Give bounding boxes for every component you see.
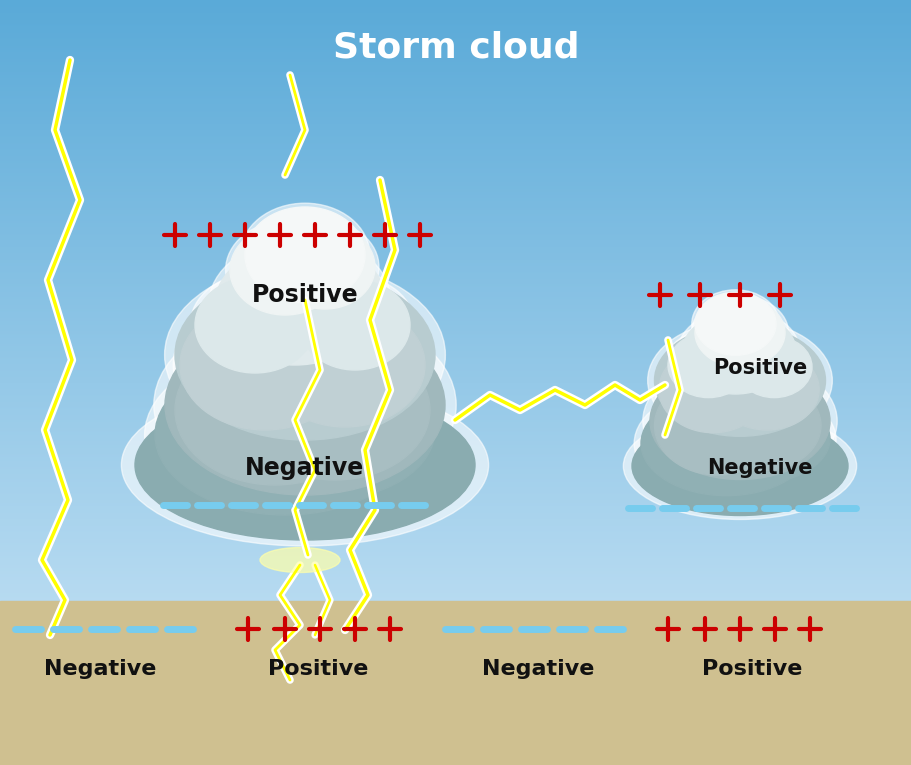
Ellipse shape bbox=[642, 358, 836, 484]
Ellipse shape bbox=[259, 298, 431, 432]
Text: Storm cloud: Storm cloud bbox=[333, 30, 578, 64]
Ellipse shape bbox=[703, 380, 820, 470]
Ellipse shape bbox=[265, 303, 425, 427]
Text: Positive: Positive bbox=[251, 283, 358, 307]
Text: Positive: Positive bbox=[268, 659, 368, 679]
Ellipse shape bbox=[121, 384, 488, 546]
Ellipse shape bbox=[175, 335, 374, 485]
Ellipse shape bbox=[650, 363, 829, 480]
Ellipse shape bbox=[145, 349, 425, 522]
Text: Positive: Positive bbox=[712, 358, 806, 378]
Ellipse shape bbox=[232, 334, 437, 486]
Ellipse shape bbox=[633, 387, 818, 500]
Ellipse shape bbox=[640, 392, 811, 496]
Ellipse shape bbox=[654, 324, 824, 436]
Ellipse shape bbox=[179, 300, 350, 430]
Ellipse shape bbox=[691, 296, 788, 369]
Ellipse shape bbox=[691, 290, 778, 358]
Ellipse shape bbox=[670, 390, 835, 487]
Ellipse shape bbox=[694, 298, 784, 367]
Ellipse shape bbox=[295, 276, 414, 373]
Ellipse shape bbox=[135, 390, 475, 540]
Ellipse shape bbox=[664, 330, 752, 400]
Ellipse shape bbox=[714, 349, 818, 430]
Ellipse shape bbox=[701, 315, 795, 387]
Ellipse shape bbox=[190, 273, 320, 377]
Ellipse shape bbox=[230, 225, 340, 315]
Ellipse shape bbox=[225, 221, 344, 318]
Ellipse shape bbox=[677, 310, 793, 397]
Text: Negative: Negative bbox=[481, 659, 594, 679]
Ellipse shape bbox=[631, 416, 847, 516]
Ellipse shape bbox=[215, 360, 435, 500]
Ellipse shape bbox=[271, 222, 379, 312]
Ellipse shape bbox=[681, 313, 789, 394]
Ellipse shape bbox=[245, 207, 364, 303]
Ellipse shape bbox=[260, 548, 340, 572]
Ellipse shape bbox=[699, 377, 824, 474]
Ellipse shape bbox=[649, 372, 784, 479]
Ellipse shape bbox=[195, 277, 314, 373]
Ellipse shape bbox=[654, 376, 780, 475]
Ellipse shape bbox=[240, 203, 369, 307]
Ellipse shape bbox=[676, 394, 829, 484]
Ellipse shape bbox=[654, 343, 771, 436]
Ellipse shape bbox=[164, 263, 445, 447]
Text: Negative: Negative bbox=[44, 659, 156, 679]
Ellipse shape bbox=[694, 292, 775, 355]
Ellipse shape bbox=[732, 334, 814, 400]
Ellipse shape bbox=[710, 346, 823, 433]
Ellipse shape bbox=[647, 321, 832, 441]
Ellipse shape bbox=[239, 241, 390, 360]
Text: Negative: Negative bbox=[245, 456, 364, 480]
Ellipse shape bbox=[155, 355, 415, 515]
Ellipse shape bbox=[735, 337, 811, 398]
Ellipse shape bbox=[275, 225, 374, 309]
Ellipse shape bbox=[215, 245, 374, 365]
Text: Positive: Positive bbox=[701, 659, 802, 679]
Bar bbox=[0, 601, 911, 765]
Ellipse shape bbox=[659, 347, 766, 433]
Ellipse shape bbox=[167, 329, 383, 491]
Ellipse shape bbox=[698, 312, 799, 389]
Ellipse shape bbox=[300, 280, 410, 370]
Text: Negative: Negative bbox=[706, 458, 812, 478]
Ellipse shape bbox=[623, 412, 855, 519]
Ellipse shape bbox=[240, 340, 429, 480]
Ellipse shape bbox=[175, 270, 435, 440]
Ellipse shape bbox=[165, 315, 445, 495]
Ellipse shape bbox=[667, 333, 748, 398]
Ellipse shape bbox=[173, 295, 356, 435]
Ellipse shape bbox=[209, 240, 381, 369]
Ellipse shape bbox=[245, 245, 384, 355]
Ellipse shape bbox=[206, 354, 444, 506]
Ellipse shape bbox=[154, 308, 455, 502]
